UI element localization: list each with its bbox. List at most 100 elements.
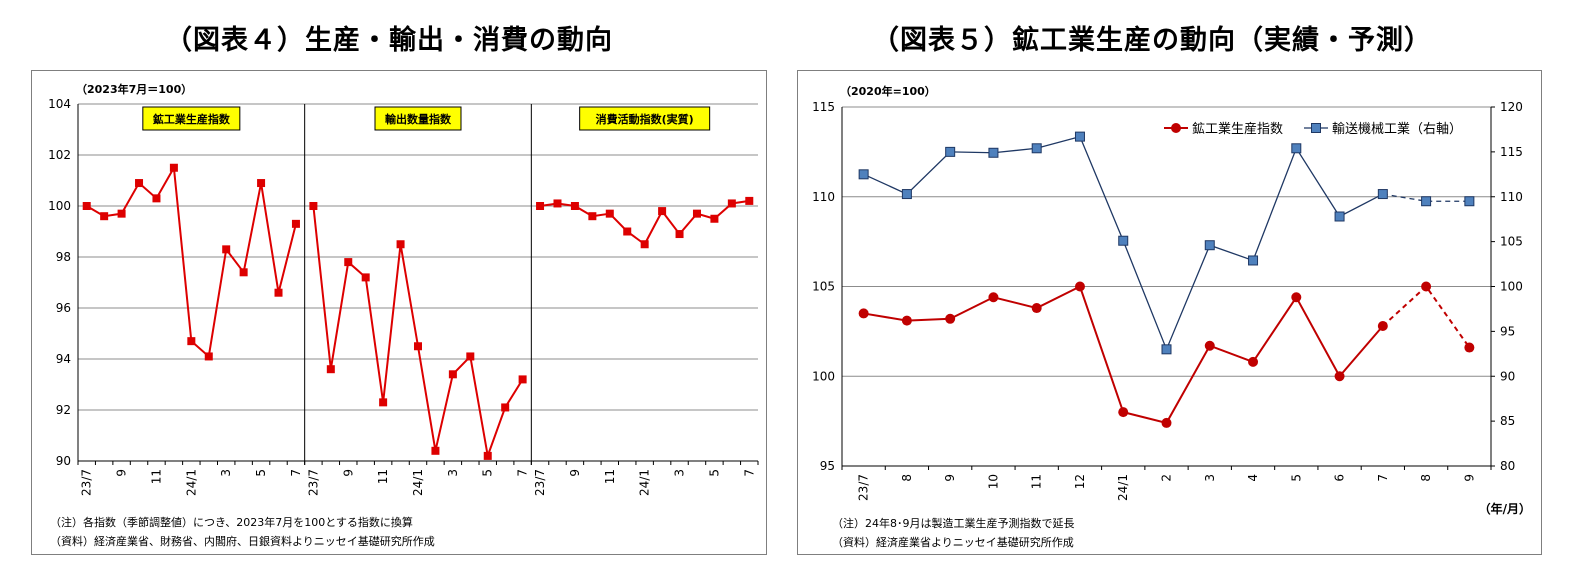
data-point — [1377, 320, 1388, 331]
x-tick-label: 9 — [568, 469, 582, 477]
x-tick-label: 23/7 — [306, 469, 320, 496]
data-point — [501, 403, 510, 412]
data-point — [1464, 196, 1475, 207]
right-y-tick-label: 100 — [1500, 280, 1523, 294]
data-point — [1291, 143, 1302, 154]
legend-marker — [1311, 123, 1321, 133]
x-tick-label: 6 — [1333, 474, 1347, 482]
note-text: （注）各指数（季節調整値）につき、2023年7月を100とする指数に換算 — [50, 515, 413, 529]
data-point — [945, 313, 956, 324]
legend-entry-label: 輸送機械工業（右軸） — [1332, 121, 1462, 137]
series-line-forecast — [1382, 193, 1470, 202]
left-figure-title: （図表４）生産・輸出・消費の動向 — [165, 25, 613, 56]
data-point — [727, 199, 736, 208]
right-y-tick-label: 120 — [1500, 100, 1523, 114]
unit-label: （2020年=100） — [840, 84, 936, 98]
data-point — [1204, 240, 1215, 251]
x-tick-label: 8 — [900, 474, 914, 482]
series-line-forecast — [1382, 284, 1471, 349]
x-tick-label: 5 — [481, 469, 495, 477]
data-point — [945, 146, 956, 157]
x-tick-label: 24/1 — [411, 469, 425, 496]
data-point — [988, 292, 999, 303]
x-tick-label: 3 — [673, 469, 687, 477]
right-y-tick-label: 115 — [1500, 145, 1523, 159]
data-point — [204, 352, 213, 361]
data-point — [257, 179, 266, 188]
data-point — [605, 209, 614, 218]
right-y-tick-label: 90 — [1500, 369, 1515, 383]
data-point — [483, 451, 492, 460]
note-text: （注）24年8･9月は製造工業生産予測指数で延長 — [832, 516, 1075, 530]
x-tick-label: 5 — [254, 469, 268, 477]
y-tick-label: 96 — [56, 301, 71, 315]
x-tick-label: 12 — [1073, 474, 1087, 489]
data-point — [82, 202, 91, 210]
data-point — [361, 273, 370, 282]
right-y-tick-label: 110 — [1500, 190, 1523, 204]
y-tick-label: 92 — [56, 403, 71, 417]
right-chart-frame: （2020年=100） 95 100 105 110 115 80 85 90 95 100 105 1… — [797, 70, 1542, 555]
data-point — [135, 179, 144, 188]
data-point — [169, 163, 178, 172]
data-point — [1248, 356, 1259, 367]
panel-label: 輸出数量指数 — [385, 112, 452, 126]
data-point — [553, 199, 562, 208]
data-point — [431, 446, 440, 455]
data-point — [1334, 371, 1345, 382]
y-tick-label: 100 — [48, 199, 71, 213]
right-y-tick-label: 80 — [1500, 459, 1515, 473]
data-point — [152, 194, 161, 203]
x-tick-label: 4 — [1246, 474, 1260, 482]
x-tick-label: 9 — [341, 469, 355, 477]
series-line-actual — [863, 285, 1384, 425]
data-point — [274, 288, 283, 297]
data-point — [640, 240, 649, 249]
data-point — [1204, 340, 1215, 351]
panel-label: 消費活動指数(実質) — [596, 112, 694, 126]
left-y-tick-label: 110 — [812, 190, 835, 204]
data-point — [1161, 417, 1172, 428]
x-tick-label: 24/1 — [184, 469, 198, 496]
panel-label-box — [374, 106, 462, 131]
data-point — [1291, 292, 1302, 303]
panel-label-box — [142, 106, 241, 131]
x-tick-label: 9 — [943, 474, 957, 482]
data-point — [396, 240, 405, 249]
right-chart: （2020年=100）95100105110115808590951001051… — [812, 84, 1531, 549]
data-point — [1464, 342, 1475, 353]
left-chart: （2023年7月＝100） 90 92 94 96 98 100 102 104 鉱工業生産指数 2… — [48, 82, 759, 548]
left-chart-frame: （2023年7月＝100） 90 92 94 96 98 100 102 104 鉱工業生産指数 2… — [31, 70, 767, 555]
data-point — [710, 214, 719, 223]
x-tick-label: 24/1 — [1116, 474, 1130, 501]
x-tick-label: 3 — [446, 469, 460, 477]
y-tick-label: 102 — [48, 148, 71, 162]
y-tick-label: 98 — [56, 250, 71, 264]
data-point — [988, 147, 999, 158]
data-point — [414, 342, 422, 351]
right-y-tick-label: 95 — [1500, 324, 1515, 338]
legend-entry-label: 鉱工業生産指数 — [1192, 121, 1283, 137]
x-tick-label: 23/7 — [857, 474, 871, 501]
x-tick-label: 7 — [742, 469, 756, 477]
x-axis-label: （年/月） — [1479, 501, 1531, 516]
data-point — [1118, 407, 1129, 418]
x-tick-label: 3 — [219, 469, 233, 477]
data-point — [536, 202, 545, 210]
x-tick-label: 24/1 — [638, 469, 652, 496]
unit-label: （2023年7月＝100） — [76, 82, 192, 96]
data-point — [100, 212, 109, 221]
left-y-tick-label: 100 — [812, 369, 835, 383]
source-text: （資料）経済産業省、財務省、内閣府、日銀資料よりニッセイ基礎研究所作成 — [50, 534, 435, 548]
data-point — [1074, 131, 1085, 142]
data-point — [309, 202, 318, 210]
data-point — [658, 207, 667, 216]
data-point — [1074, 281, 1085, 292]
data-point — [466, 352, 475, 361]
x-tick-label: 7 — [1376, 474, 1390, 482]
x-tick-label: 7 — [516, 469, 530, 477]
y-tick-label: 90 — [56, 454, 71, 468]
right-y-tick-label: 105 — [1500, 235, 1523, 249]
legend-marker — [1171, 123, 1181, 133]
data-point — [570, 202, 579, 210]
